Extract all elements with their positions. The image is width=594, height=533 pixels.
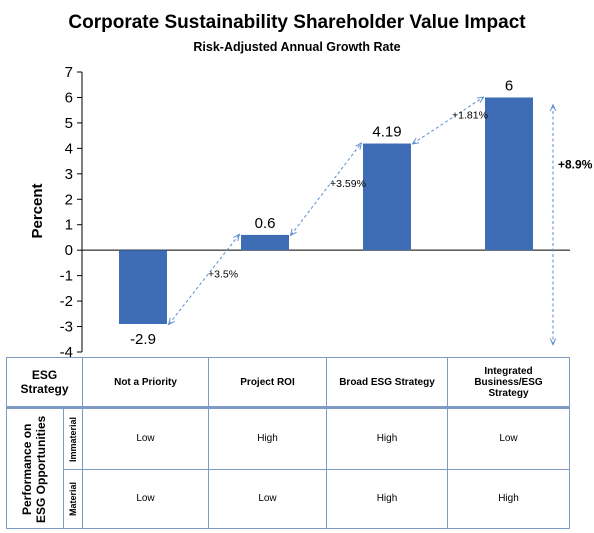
table-cell: High [326, 468, 448, 530]
bar [363, 143, 411, 251]
y-tick-label: -3 [60, 319, 73, 336]
growth-arrow [291, 144, 361, 235]
table-row: Low Low High High [7, 468, 570, 530]
growth-label: +3.59% [330, 178, 366, 190]
y-tick-label: -2 [60, 293, 73, 310]
column-header: Project ROI [208, 356, 327, 410]
table-cell: Low [447, 407, 570, 470]
y-tick-label: 1 [65, 217, 73, 234]
growth-arrow [413, 97, 483, 143]
row-label: Material [67, 482, 78, 517]
growth-label: +3.5% [208, 268, 238, 280]
y-tick-label: 2 [65, 191, 73, 208]
row-label: Immaterial [67, 416, 78, 462]
y-tick-label: 5 [65, 115, 73, 132]
data-label: 6 [505, 77, 513, 94]
chart-subtitle: Risk-Adjusted Annual Growth Rate [193, 40, 400, 54]
chart-title: Corporate Sustainability Shareholder Val… [68, 12, 526, 33]
y-tick-label: 3 [65, 166, 73, 183]
column-header: Integrated Business/ESG Strategy [447, 356, 570, 410]
table-corner-label: ESG Strategy [6, 356, 83, 410]
column-header: Not a Priority [82, 356, 209, 410]
data-label: -2.9 [130, 331, 156, 348]
table-header-row: ESG Strategy Not a Priority Project ROI … [6, 356, 570, 410]
bar [485, 97, 533, 251]
table-cell: High [326, 407, 448, 470]
chart: Corporate Sustainability Shareholder Val… [29, 12, 593, 360]
data-labels: -2.9 0.6 4.19 6 [130, 77, 513, 348]
table-cell: High [208, 407, 327, 470]
total-growth-label: +8.9% [558, 158, 593, 172]
data-label: 0.6 [255, 215, 276, 232]
growth-arrows: +3.5% +3.59% +1.81% +8.9% [169, 97, 593, 344]
table-cell: High [447, 468, 570, 530]
y-tick-label: 4 [65, 140, 73, 157]
y-tick-label: -1 [60, 268, 73, 285]
esg-table: ESG Strategy Not a Priority Project ROI … [6, 356, 570, 530]
table-cell: Low [82, 468, 209, 530]
row-group-label: Performance on ESG Opportunities [20, 414, 48, 523]
growth-label: +1.81% [452, 109, 488, 121]
y-tick-label: 7 [65, 64, 73, 81]
growth-arrow [169, 235, 239, 324]
bars [119, 97, 533, 324]
table-cell: Low [208, 468, 327, 530]
bar [241, 234, 289, 251]
table-cell: Low [82, 407, 209, 470]
y-axis-label: Percent [29, 183, 46, 238]
row-group-cell: Performance on ESG Opportunities Immater… [6, 407, 83, 529]
bar [119, 250, 167, 324]
y-tick-label: -4 [60, 344, 73, 360]
table-row: Performance on ESG Opportunities Immater… [6, 407, 570, 529]
y-tick-label: 6 [65, 89, 73, 106]
y-tick-label: 0 [65, 242, 73, 259]
column-header: Broad ESG Strategy [326, 356, 448, 410]
data-label: 4.19 [372, 124, 401, 141]
